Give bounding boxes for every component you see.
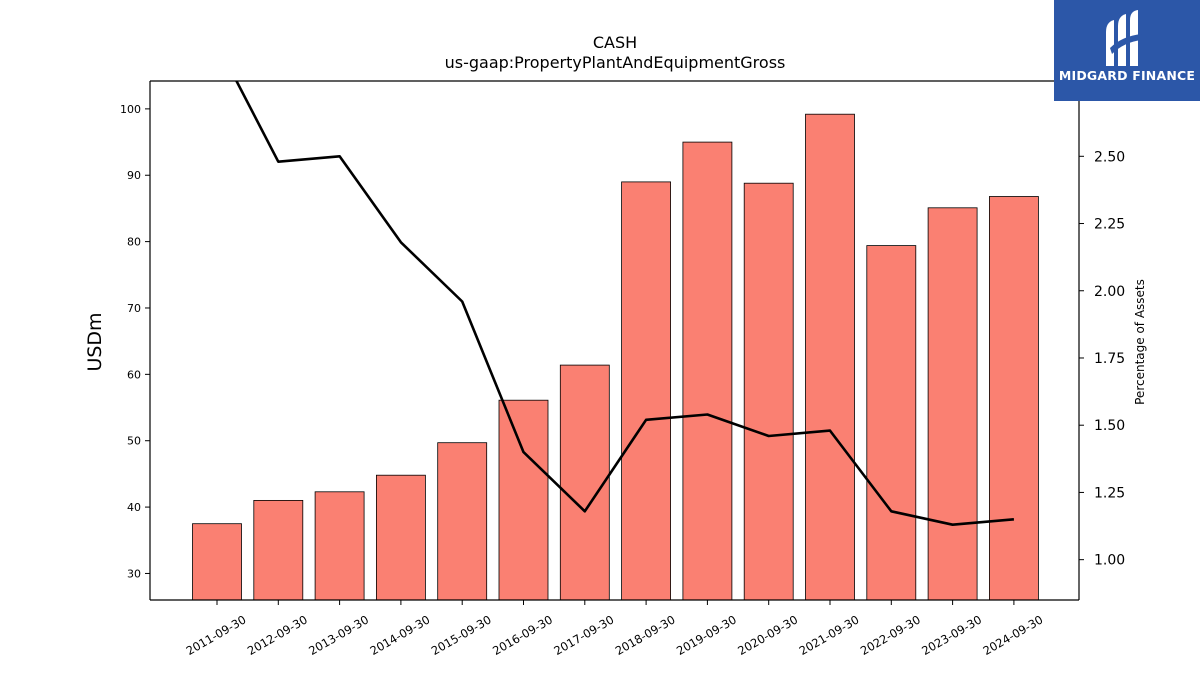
x-tick-label: 2013-09-30	[306, 612, 371, 658]
bar	[682, 141, 733, 601]
bar-series	[192, 113, 1039, 601]
logo-text: MIDGARD FINANCE	[1058, 68, 1196, 83]
y-tick-label: 30	[127, 567, 141, 580]
x-tick-label: 2012-09-30	[245, 612, 310, 658]
x-tick-label: 2011-09-30	[184, 612, 249, 658]
line-series	[235, 81, 1015, 527]
x-tick-label: 2021-09-30	[797, 612, 862, 658]
bar	[375, 474, 426, 601]
logo-mark-icon	[1106, 10, 1142, 66]
x-tick-label: 2017-09-30	[551, 612, 616, 658]
y2-tick-label: 2.50	[1094, 149, 1125, 165]
y2-tick-label: 1.00	[1094, 553, 1125, 569]
bar	[253, 499, 304, 601]
bar	[559, 364, 610, 601]
percentage-line	[235, 81, 1015, 527]
y-tick-label: 60	[127, 368, 141, 381]
x-tick-label: 2022-09-30	[858, 612, 923, 658]
x-tick-label: 2024-09-30	[981, 612, 1046, 658]
x-tick-label: 2014-09-30	[368, 612, 433, 658]
midgard-finance-logo: MIDGARD FINANCE	[1054, 0, 1200, 101]
x-tick-label: 2020-09-30	[735, 612, 800, 658]
bar	[621, 181, 671, 601]
y2-tick-label: 1.50	[1094, 418, 1125, 434]
chart-title: CASH	[593, 33, 637, 52]
bar	[498, 399, 549, 601]
x-tick-label: 2016-09-30	[490, 612, 555, 658]
x-tick-label: 2019-09-30	[674, 612, 739, 658]
x-tick-label: 2023-09-30	[919, 612, 984, 658]
y-tick-label: 50	[127, 435, 141, 448]
bar	[866, 245, 917, 601]
bar	[989, 196, 1039, 601]
y-tick-label: 90	[127, 169, 141, 182]
x-tick-label: 2018-09-30	[613, 612, 678, 658]
y-tick-label: 70	[127, 302, 141, 315]
bar	[743, 182, 794, 601]
y2-axis-label: Percentage of Assets	[1133, 279, 1147, 405]
y2-tick-label: 1.75	[1094, 351, 1125, 367]
bar	[192, 523, 242, 601]
bar	[314, 491, 365, 601]
x-tick-label: 2015-09-30	[429, 612, 494, 658]
y-tick-label: 80	[127, 236, 141, 249]
y2-tick-label: 2.25	[1094, 217, 1125, 233]
bar	[927, 207, 978, 601]
bar	[805, 113, 855, 601]
y2-tick-label: 2.00	[1094, 284, 1125, 300]
bar	[437, 442, 488, 601]
y-axis-label: USDm	[84, 312, 106, 371]
y2-tick-label: 1.25	[1094, 485, 1125, 501]
y-tick-label: 40	[127, 501, 141, 514]
y-tick-label: 100	[120, 103, 141, 116]
chart-subtitle: us-gaap:PropertyPlantAndEquipmentGross	[445, 53, 786, 72]
